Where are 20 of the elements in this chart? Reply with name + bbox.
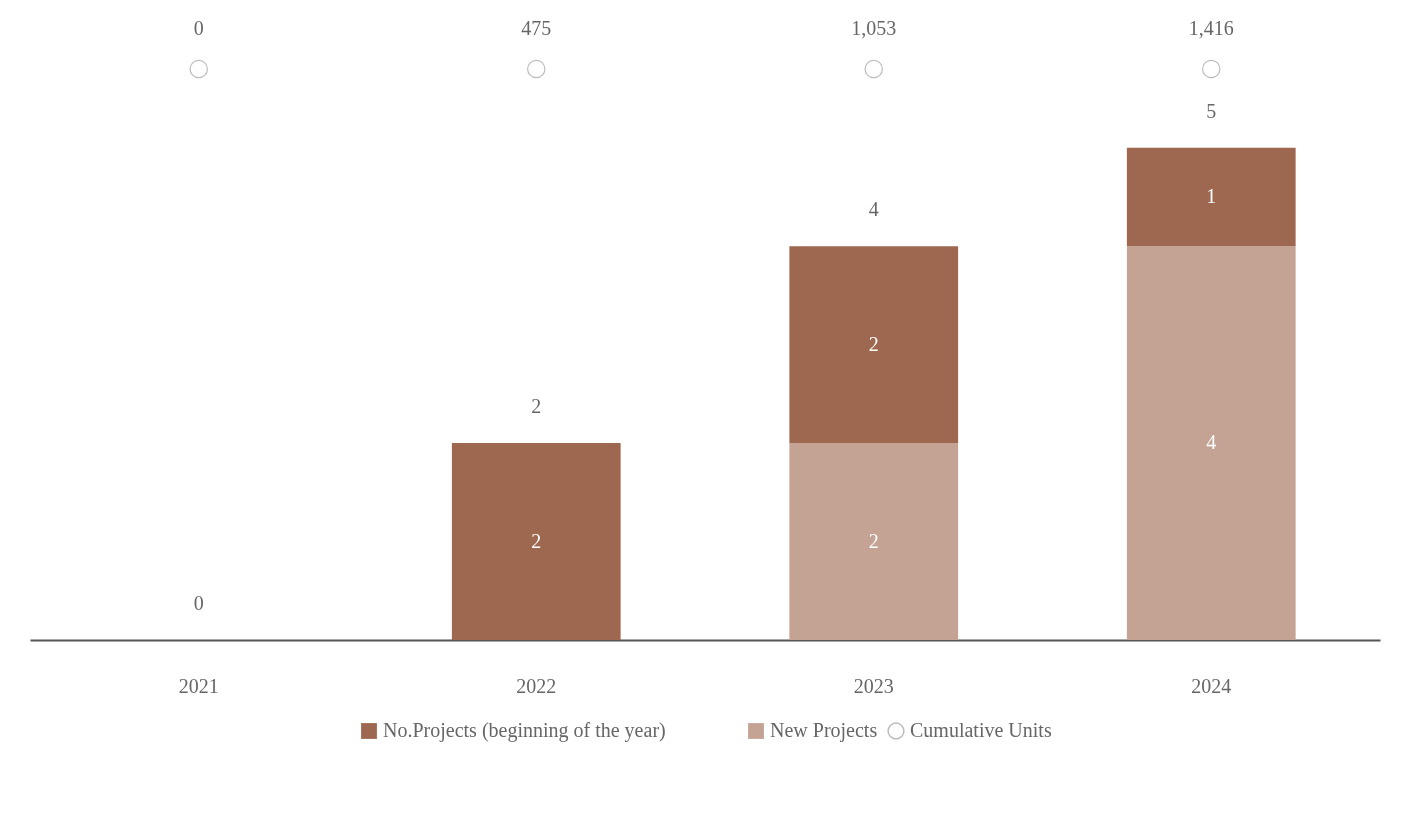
total-label: 2 [531, 395, 542, 418]
legend-label: New Projects [770, 719, 878, 742]
text: 0 [193, 17, 204, 39]
data-label: 1 [1206, 184, 1217, 207]
x-tick-label: 2022 [516, 674, 557, 697]
x-tick-label: 2023 [853, 674, 894, 697]
data-label: 4 [1206, 431, 1217, 454]
x-tick-label: 2024 [1191, 674, 1232, 697]
total-label: 0 [193, 592, 204, 614]
total-label: 5 [1206, 99, 1217, 122]
text: 1,416 [1188, 17, 1234, 39]
x-tick-label: 2021 [178, 674, 219, 697]
data-label: 2 [868, 332, 879, 355]
data-label: 2 [531, 529, 542, 552]
text: 1,053 [851, 17, 897, 39]
legend-label: No.Projects (beginning of the year) [383, 719, 666, 742]
total-label: 4 [868, 198, 879, 221]
data-label: 2 [868, 529, 879, 552]
text: Cumulative Units [910, 719, 1052, 741]
text: 475 [521, 17, 552, 39]
